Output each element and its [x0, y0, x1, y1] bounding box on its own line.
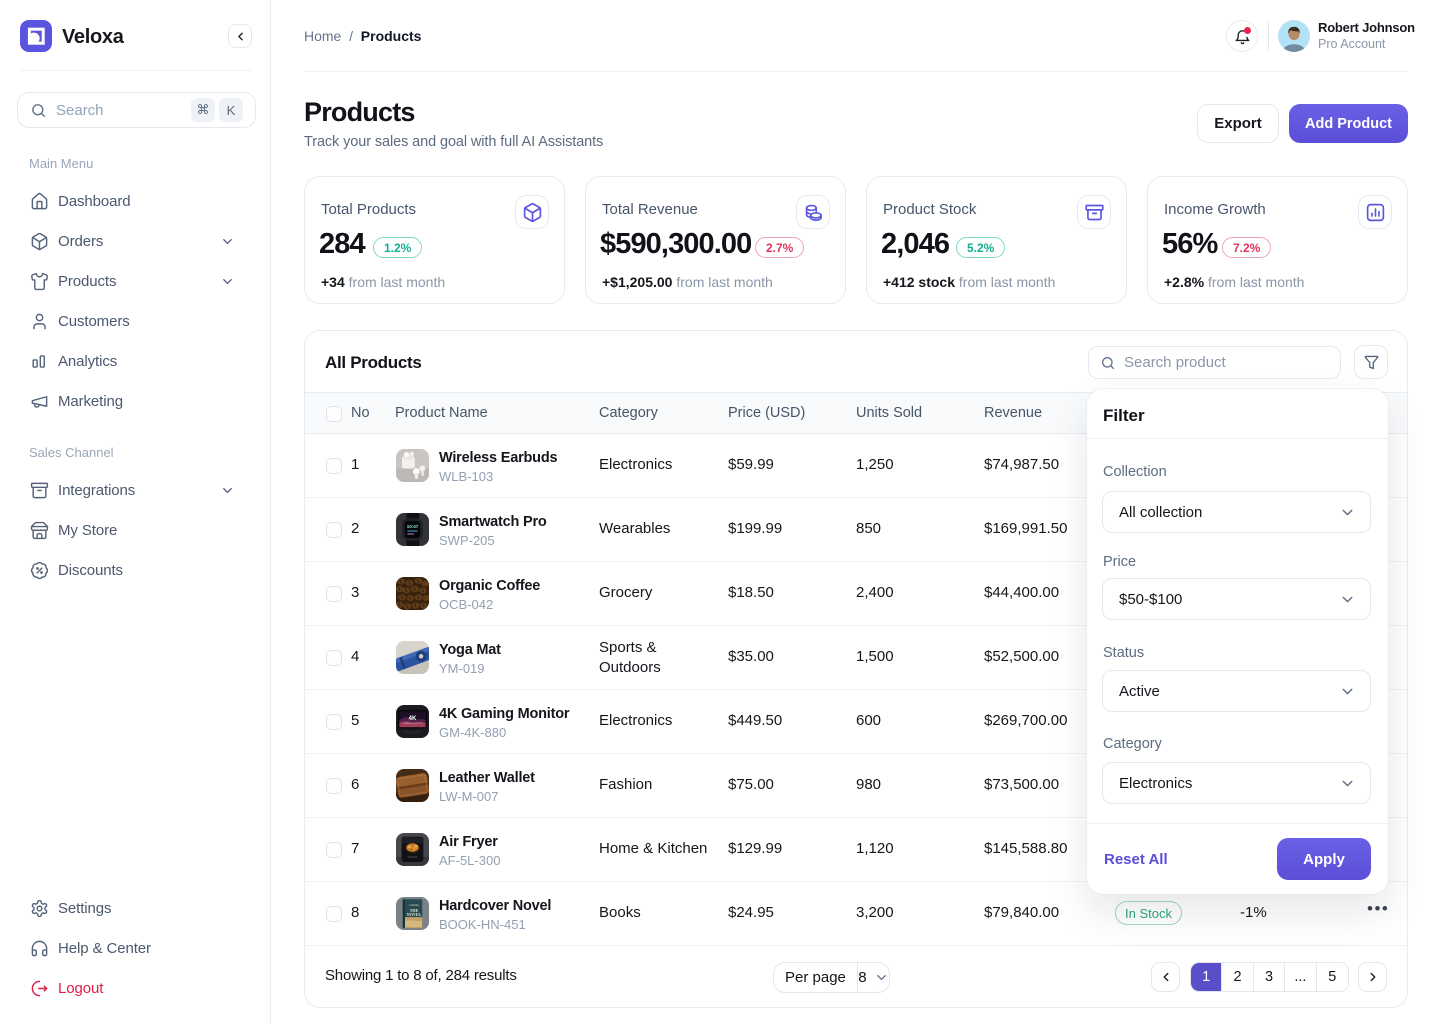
svg-text:THE: THE: [410, 908, 419, 913]
svg-text:NOVEL: NOVEL: [407, 912, 422, 917]
svg-text:GAMING MONITOR: GAMING MONITOR: [404, 722, 422, 725]
svg-text:4K: 4K: [409, 716, 417, 722]
svg-text:A NOVEL: A NOVEL: [409, 904, 420, 907]
svg-text:10:47: 10:47: [407, 524, 419, 529]
